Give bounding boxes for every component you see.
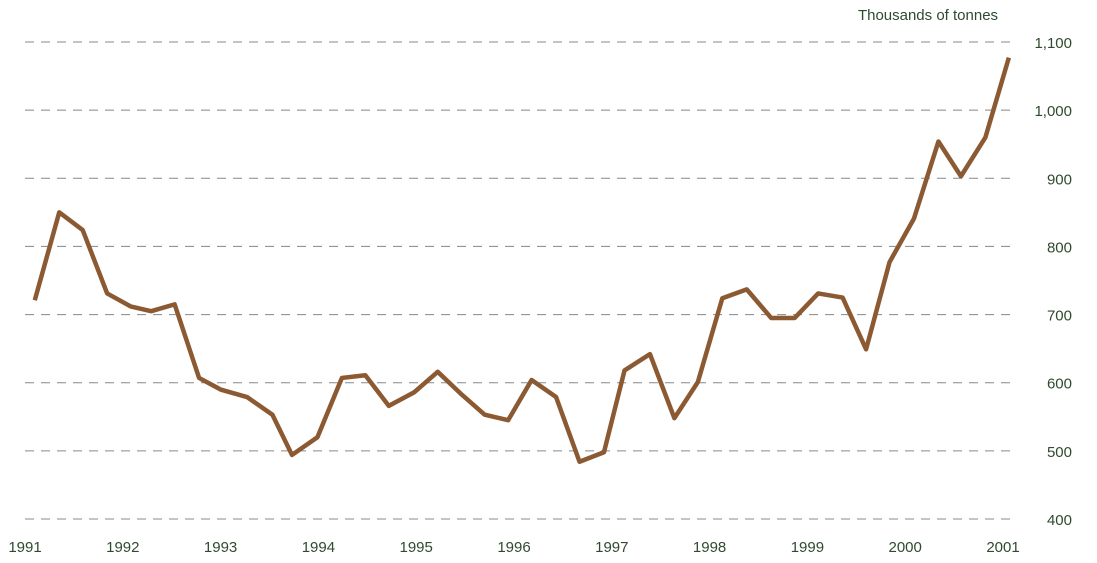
y-tick-label: 1,000 [1034, 103, 1072, 120]
x-tick-label: 1991 [8, 539, 41, 556]
data-line [32, 57, 1012, 465]
y-tick-label: 600 [1047, 376, 1072, 393]
y-tick-label: 700 [1047, 308, 1072, 325]
x-tick-label: 1999 [791, 539, 824, 556]
x-tick-label: 1992 [106, 539, 139, 556]
y-tick-label: 500 [1047, 444, 1072, 461]
axis-unit-title: Thousands of tonnes [858, 7, 998, 24]
x-tick-label: 1993 [204, 539, 237, 556]
x-tick-label: 2000 [889, 539, 922, 556]
y-tick-label: 900 [1047, 171, 1072, 188]
x-tick-label: 1998 [693, 539, 726, 556]
x-tick-label: 1996 [497, 539, 530, 556]
x-tick-label: 1994 [302, 539, 335, 556]
y-tick-label: 800 [1047, 239, 1072, 256]
y-tick-label: 400 [1047, 512, 1072, 529]
x-tick-label: 1995 [400, 539, 433, 556]
x-tick-label: 1997 [595, 539, 628, 556]
x-tick-label: 2001 [986, 539, 1019, 556]
y-tick-label: 1,100 [1034, 35, 1072, 52]
